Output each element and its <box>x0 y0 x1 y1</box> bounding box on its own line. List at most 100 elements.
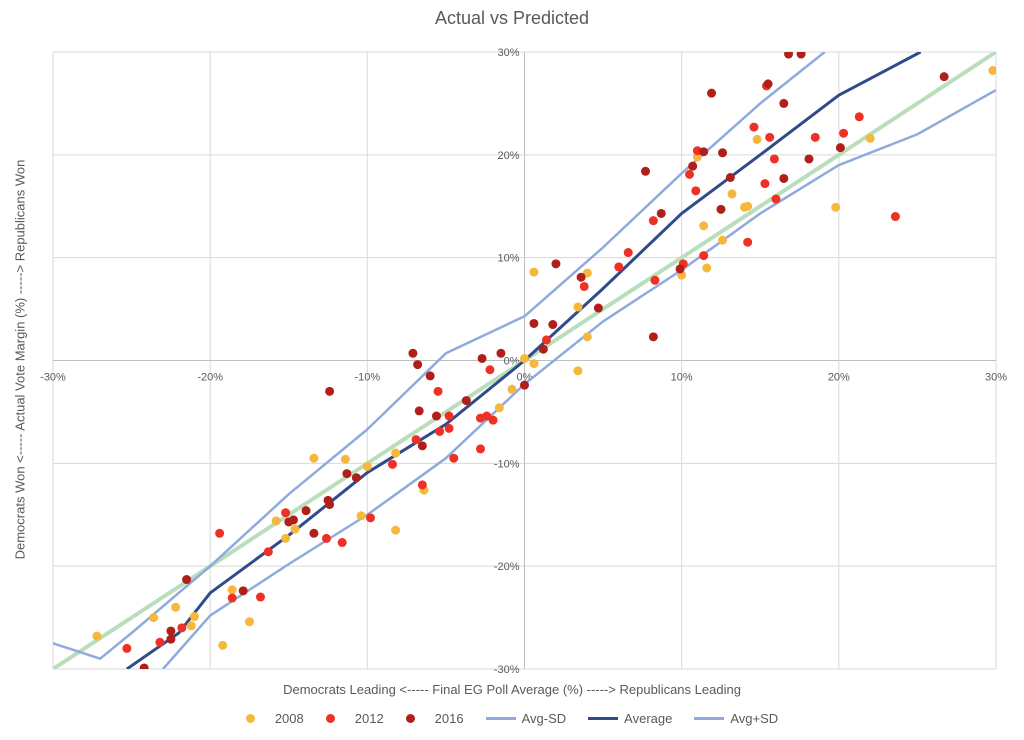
point-2008 <box>529 359 539 369</box>
point-2012 <box>579 281 589 291</box>
point-2016 <box>576 272 586 282</box>
point-2008 <box>309 453 319 463</box>
point-2016 <box>325 499 335 509</box>
point-2012 <box>810 132 820 142</box>
point-2012 <box>255 592 265 602</box>
x-tick-label: 10% <box>671 372 693 384</box>
point-2008 <box>507 384 517 394</box>
point-2016 <box>520 380 529 390</box>
point-2012 <box>890 212 900 222</box>
point-2008 <box>494 403 504 413</box>
point-2016 <box>593 303 603 313</box>
point-2012 <box>769 154 779 164</box>
x-tick-label: 30% <box>985 372 1007 384</box>
point-2016 <box>675 264 685 274</box>
x-tick-label: 20% <box>828 372 850 384</box>
point-2016 <box>139 663 149 669</box>
point-2008 <box>271 516 281 526</box>
point-2016 <box>413 360 423 370</box>
point-2012 <box>417 480 427 490</box>
y-tick-label: 20% <box>497 150 519 162</box>
point-2012 <box>337 538 347 548</box>
legend-label: 2008 <box>274 711 304 726</box>
point-2016 <box>351 473 361 483</box>
point-2012 <box>623 248 633 258</box>
point-2012 <box>854 112 864 122</box>
point-2016 <box>796 52 806 59</box>
point-2016 <box>425 371 435 381</box>
point-2016 <box>166 626 176 636</box>
point-2012 <box>433 386 443 396</box>
point-2016 <box>301 506 311 516</box>
point-2008 <box>520 353 529 363</box>
point-2012 <box>449 453 459 463</box>
point-2012 <box>839 128 849 138</box>
line-avg-sd <box>162 88 996 669</box>
legend-line-average <box>588 717 619 720</box>
point-2012 <box>685 169 695 179</box>
point-2008 <box>573 366 583 376</box>
point-2012 <box>650 275 660 285</box>
legend-item-avg-minus-sd: Avg-SD <box>485 711 566 726</box>
point-2012 <box>542 335 552 345</box>
point-2016 <box>342 469 352 479</box>
legend: 2008 2012 2016 Avg-SD Average Avg+SD <box>0 711 1024 726</box>
point-2016 <box>166 634 176 644</box>
legend-marker-2012 <box>325 714 335 723</box>
point-2012 <box>485 365 495 375</box>
point-2016 <box>804 154 814 164</box>
point-2012 <box>177 623 187 633</box>
point-2008 <box>218 640 228 650</box>
point-2016 <box>477 353 487 363</box>
chart-title: Actual vs Predicted <box>434 8 590 28</box>
point-2008 <box>727 189 737 199</box>
point-2016 <box>725 172 735 182</box>
point-2016 <box>461 396 471 406</box>
point-2016 <box>496 348 506 358</box>
point-2016 <box>414 406 424 416</box>
point-2008 <box>356 511 366 521</box>
point-2008 <box>340 454 350 464</box>
point-2008 <box>831 202 841 212</box>
point-2012 <box>155 637 165 647</box>
plot-area <box>53 52 996 669</box>
point-2008 <box>702 263 712 273</box>
point-2008 <box>752 134 762 144</box>
legend-marker-2016 <box>405 714 415 723</box>
point-2008 <box>865 133 875 143</box>
point-2012 <box>488 415 498 425</box>
point-2008 <box>582 332 592 342</box>
point-2008 <box>743 201 753 211</box>
legend-label: 2012 <box>354 711 384 726</box>
point-2012 <box>263 547 273 557</box>
point-2016 <box>417 441 427 451</box>
point-2016 <box>716 204 726 214</box>
x-tick-label: -10% <box>354 372 380 384</box>
line-average <box>126 52 922 669</box>
legend-item-2012: 2012 <box>325 711 384 726</box>
x-tick-label: -30% <box>40 372 66 384</box>
legend-label: Avg+SD <box>730 711 779 726</box>
point-2012 <box>648 216 658 226</box>
point-2016 <box>763 79 773 89</box>
point-2016 <box>238 586 248 596</box>
y-tick-label: -10% <box>494 458 520 470</box>
point-2016 <box>718 148 728 158</box>
point-2016 <box>656 208 666 218</box>
point-2012 <box>215 528 225 538</box>
legend-item-2016: 2016 <box>405 711 464 726</box>
y-tick-label: -20% <box>494 561 520 573</box>
point-2008 <box>391 525 401 535</box>
point-2008 <box>92 631 102 641</box>
legend-label: Average <box>624 711 673 726</box>
point-2008 <box>171 602 181 612</box>
point-2016 <box>309 528 319 538</box>
point-2012 <box>281 508 291 518</box>
y-tick-label: -30% <box>494 664 520 676</box>
point-2012 <box>749 122 759 132</box>
point-2008 <box>529 267 539 277</box>
x-axis-label: Democrats Leading <----- Final EG Poll A… <box>283 682 741 697</box>
point-2016 <box>784 52 794 59</box>
point-2016 <box>835 143 845 153</box>
